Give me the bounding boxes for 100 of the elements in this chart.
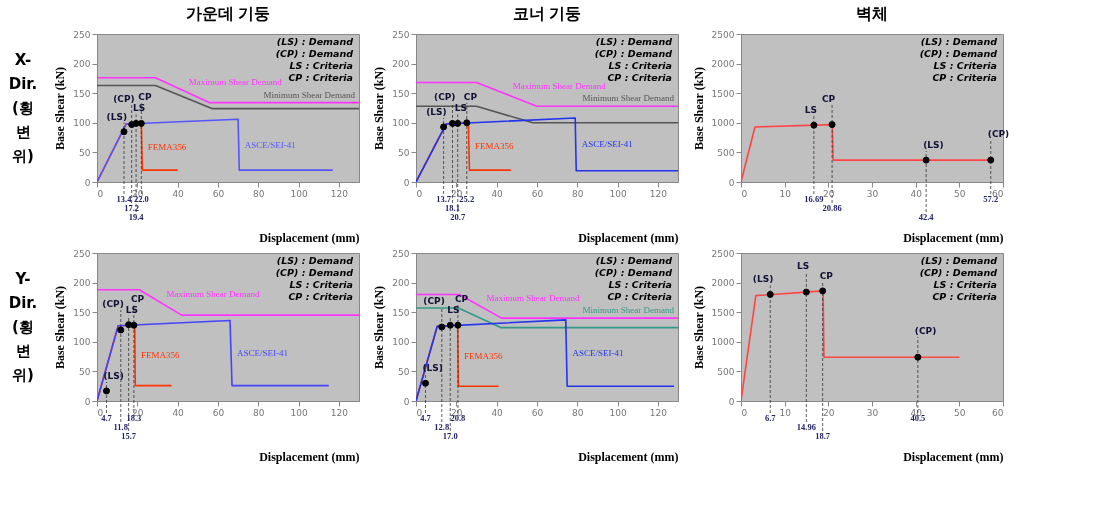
ref-line-label: 17.0 — [442, 431, 458, 441]
point — [130, 321, 138, 329]
annotation: LS : Criteria — [289, 60, 353, 71]
y-tick-label: 2500 — [711, 248, 735, 259]
text: (횡 — [12, 99, 34, 117]
y-tick-label: 150 — [73, 307, 91, 318]
x-axis-title: Displacement (mm) — [578, 230, 679, 245]
series-label: ASCE/SEI-41 — [581, 139, 633, 150]
chart-title: 벽체 — [856, 5, 888, 22]
y-tick-label: 500 — [717, 366, 735, 377]
chart-title: 가운데 기둥 — [185, 5, 271, 22]
x-tick-label: 60 — [212, 188, 225, 199]
series-label: ASCE/SEI-41 — [244, 139, 296, 150]
annotation: CP — [454, 294, 469, 305]
point — [819, 287, 827, 295]
text: 위) — [12, 366, 34, 384]
annotation: CP : Criteria — [288, 72, 353, 83]
x-tick-label: 40 — [491, 188, 504, 199]
annotation: CP — [138, 92, 152, 103]
annotation: (LS) : Demand — [920, 255, 998, 266]
series-label: Maximum Shear Demand — [188, 77, 283, 88]
point — [828, 121, 836, 129]
y-tick-label: 0 — [403, 177, 410, 188]
annotation: CP : Criteria — [932, 72, 997, 83]
x-tick-label: 0 — [416, 188, 423, 199]
annotation: (CP) : Demand — [275, 267, 354, 278]
series-label: Maximum Shear Demand — [166, 289, 260, 300]
y-tick-label: 2000 — [711, 59, 735, 70]
y-tick-label: 500 — [717, 147, 735, 158]
point — [810, 121, 818, 129]
y-tick-label: 250 — [392, 248, 410, 259]
series-label: Maximum Shear Demand — [512, 81, 607, 92]
ref-line-label: 20.7 — [450, 212, 466, 222]
x-tick-label: 80 — [253, 407, 265, 418]
text: Dir. — [8, 75, 38, 93]
ref-line-label: 20.86 — [822, 203, 842, 213]
series-label: ASCE/SEI-41 — [237, 348, 289, 359]
x-tick-label: 60 — [531, 407, 544, 418]
y-tick-label: 200 — [73, 278, 91, 289]
text: 위) — [12, 147, 34, 165]
line-series — [97, 319, 330, 401]
annotation: CP : Criteria — [607, 72, 672, 83]
y-axis-title: Base Shear (kN) — [53, 66, 68, 151]
x-tick-label: 100 — [290, 188, 308, 199]
annotation: (LS) : Demand — [276, 36, 354, 47]
y-axis-title: Base Shear (kN) — [691, 285, 706, 370]
x-tick-label: 100 — [609, 188, 627, 199]
point — [438, 323, 446, 331]
x-tick-label: 10 — [779, 188, 792, 199]
y-tick-label: 50 — [398, 147, 410, 158]
x-tick-label: 80 — [253, 188, 265, 199]
x-tick-label: 40 — [491, 407, 504, 418]
point — [102, 387, 110, 395]
y-tick-label: 0 — [403, 396, 410, 407]
x-axis-title: Displacement (mm) — [259, 449, 360, 464]
series-label: FEMA356 — [474, 141, 514, 152]
y-tick-label: 150 — [392, 307, 410, 318]
annotation: (CP) : Demand — [919, 48, 998, 59]
x-axis-title: Displacement (mm) — [903, 230, 1004, 245]
y-tick-label: 1500 — [711, 307, 735, 318]
annotation: (CP) — [113, 93, 135, 104]
ref-line-label: 18.7 — [815, 431, 831, 441]
x-tick-label: 100 — [609, 407, 627, 418]
y-tick-label: 250 — [73, 29, 91, 40]
x-tick-label: 80 — [572, 188, 584, 199]
y-tick-label: 200 — [392, 59, 410, 70]
text: 변 — [15, 123, 31, 141]
y-tick-label: 150 — [392, 88, 410, 99]
annotation: LS : Criteria — [608, 60, 672, 71]
x-tick-label: 50 — [954, 407, 966, 418]
ref-line-label: 12.8 — [434, 422, 450, 432]
text: 변 — [15, 342, 31, 360]
x-tick-label: 50 — [954, 188, 966, 199]
annotation: (LS) — [752, 274, 774, 285]
y-tick-label: 100 — [73, 337, 91, 348]
x-tick-label: 0 — [741, 188, 748, 199]
ref-line-label: 11.8 — [113, 422, 128, 432]
point — [454, 321, 462, 329]
annotation: (LS) — [103, 370, 124, 381]
annotation: LS — [125, 304, 138, 315]
y-tick-label: 200 — [392, 278, 410, 289]
series-label: Maximum Shear Demand — [486, 293, 580, 304]
y-axis-title: Base Shear (kN) — [372, 285, 387, 370]
series-label: FEMA356 — [464, 350, 504, 361]
annotation: (LS) : Demand — [595, 36, 673, 47]
text: Dir. — [8, 294, 38, 312]
y-tick-label: 200 — [73, 59, 91, 70]
x-tick-label: 60 — [531, 188, 544, 199]
ref-line-label: 13.7 — [436, 194, 452, 204]
series-label: ASCE/SEI-41 — [572, 348, 624, 359]
point — [914, 353, 922, 361]
y-tick-label: 1500 — [711, 88, 735, 99]
x-tick-label: 80 — [572, 407, 584, 418]
annotation: (CP) : Demand — [275, 48, 354, 59]
y-tick-label: 50 — [79, 147, 91, 158]
series-label: Minimum Shear Demand — [582, 305, 675, 316]
ref-line-label: 16.69 — [804, 194, 824, 204]
text: X- — [14, 51, 32, 69]
text: Minimum Shear Demand — [582, 93, 675, 104]
point — [802, 288, 810, 296]
